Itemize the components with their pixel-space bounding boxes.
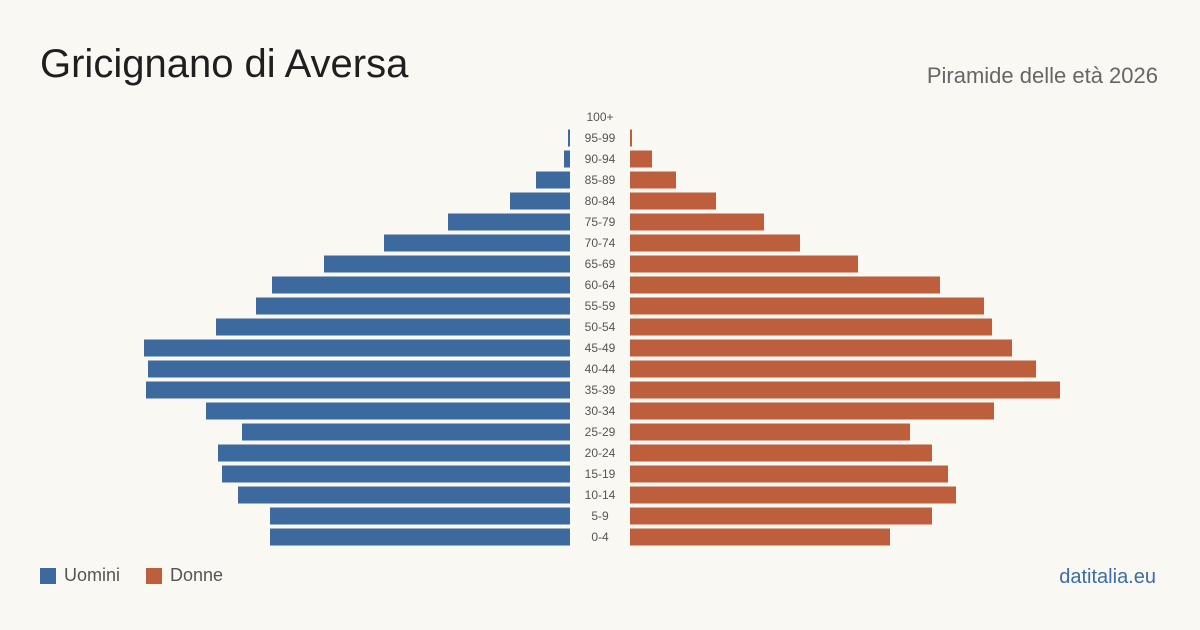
- bar-men-85-89: [536, 171, 570, 189]
- bar-men-20-24: [218, 444, 570, 462]
- bar-women-5-9: [630, 507, 932, 525]
- bar-men-30-34: [206, 402, 570, 420]
- bar-women-20-24: [630, 444, 932, 462]
- legend-item-women: Donne: [146, 565, 223, 586]
- age-label-25-29: 25-29: [585, 425, 616, 439]
- bar-women-0-4: [630, 528, 890, 546]
- men-bars: [144, 129, 570, 546]
- age-label-60-64: 60-64: [585, 278, 616, 292]
- bar-men-90-94: [564, 150, 570, 168]
- legend-label-men: Uomini: [64, 565, 121, 585]
- age-label-40-44: 40-44: [585, 362, 616, 376]
- age-label-100+: 100+: [586, 110, 613, 124]
- bar-women-80-84: [630, 192, 716, 210]
- age-label-90-94: 90-94: [585, 152, 616, 166]
- bar-women-90-94: [630, 150, 652, 168]
- age-label-95-99: 95-99: [585, 131, 616, 145]
- bar-women-55-59: [630, 297, 984, 315]
- bar-men-35-39: [146, 381, 570, 399]
- age-label-65-69: 65-69: [585, 257, 616, 271]
- women-bars: [630, 129, 1060, 546]
- bar-men-0-4: [270, 528, 570, 546]
- bar-women-10-14: [630, 486, 956, 504]
- bar-men-40-44: [148, 360, 570, 378]
- bar-men-10-14: [238, 486, 570, 504]
- age-label-35-39: 35-39: [585, 383, 616, 397]
- age-label-20-24: 20-24: [585, 446, 616, 460]
- brand-link[interactable]: datitalia.eu: [1059, 566, 1156, 588]
- bar-women-40-44: [630, 360, 1036, 378]
- bar-women-65-69: [630, 255, 858, 273]
- age-label-30-34: 30-34: [585, 404, 616, 418]
- age-label-85-89: 85-89: [585, 173, 616, 187]
- bar-men-65-69: [324, 255, 570, 273]
- bar-men-80-84: [510, 192, 570, 210]
- bar-women-15-19: [630, 465, 948, 483]
- bar-women-75-79: [630, 213, 764, 231]
- age-label-45-49: 45-49: [585, 341, 616, 355]
- age-label-5-9: 5-9: [591, 509, 609, 523]
- bar-men-25-29: [242, 423, 570, 441]
- legend-label-women: Donne: [170, 565, 224, 585]
- bar-women-35-39: [630, 381, 1060, 399]
- age-labels: 100+ 95-99 90-94 85-89 80-84 75-79 70-74 65-69 6…: [585, 110, 616, 544]
- bar-women-45-49: [630, 339, 1012, 357]
- bar-men-5-9: [270, 507, 570, 525]
- bar-women-50-54: [630, 318, 992, 336]
- age-label-15-19: 15-19: [585, 467, 616, 481]
- bar-men-45-49: [144, 339, 570, 357]
- bar-men-70-74: [384, 234, 570, 252]
- bar-men-50-54: [216, 318, 570, 336]
- page-title: Gricignano di Aversa: [40, 42, 409, 86]
- legend-item-men: Uomini: [40, 565, 120, 586]
- bar-men-75-79: [448, 213, 570, 231]
- bar-women-95-99: [630, 129, 632, 147]
- bar-men-55-59: [256, 297, 570, 315]
- age-label-75-79: 75-79: [585, 215, 616, 229]
- age-label-55-59: 55-59: [585, 299, 616, 313]
- age-label-70-74: 70-74: [585, 236, 616, 250]
- legend-swatch-men: [40, 567, 56, 584]
- chart-subtitle: Piramide delle età 2026: [926, 63, 1158, 88]
- age-label-10-14: 10-14: [585, 488, 616, 502]
- bar-women-85-89: [630, 171, 676, 189]
- legend-swatch-women: [146, 567, 163, 584]
- bar-men-15-19: [222, 465, 570, 483]
- age-label-80-84: 80-84: [585, 194, 616, 208]
- bar-women-30-34: [630, 402, 994, 420]
- bar-women-70-74: [630, 234, 800, 252]
- age-label-50-54: 50-54: [585, 320, 616, 334]
- bar-women-25-29: [630, 423, 910, 441]
- age-label-0-4: 0-4: [591, 530, 609, 544]
- bar-men-60-64: [272, 276, 570, 294]
- bar-men-95-99: [568, 129, 570, 147]
- bar-women-60-64: [630, 276, 940, 294]
- legend: Uomini Donne: [40, 565, 223, 586]
